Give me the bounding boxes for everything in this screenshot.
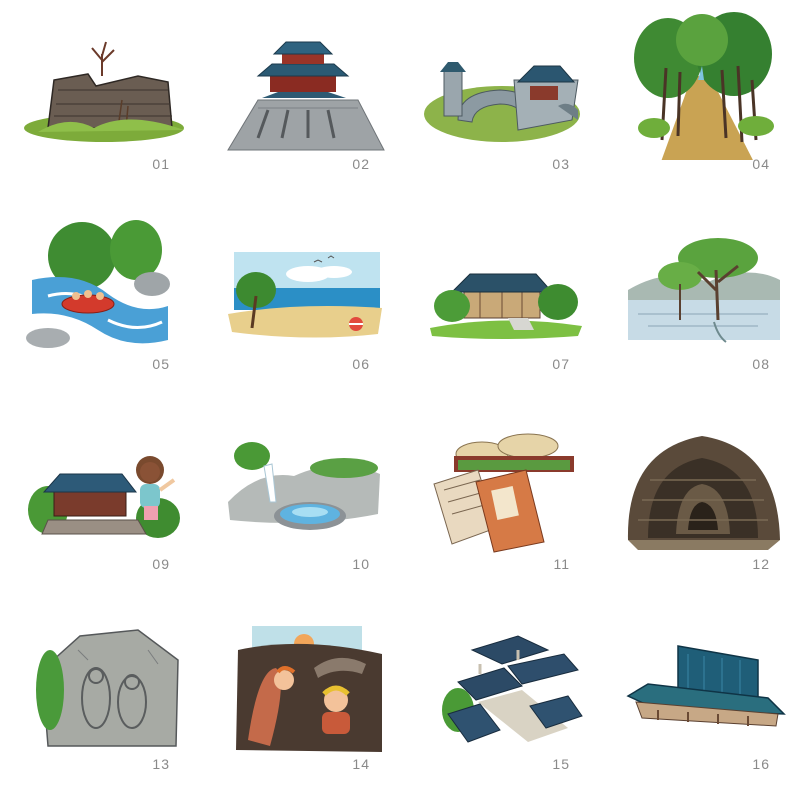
grid-item-16[interactable]: 16 [600,600,800,793]
grid-item-01[interactable]: 01 [0,0,200,193]
item-number: 02 [352,156,370,172]
illustration-grid: 01 02 [0,0,800,772]
item-number: 01 [152,156,170,172]
mudflat-play-icon [218,610,386,760]
forest-path-icon [618,10,786,160]
hanok-house-icon [418,210,586,360]
pond-waterfall-icon [218,410,386,560]
tunnel-icon [618,410,786,560]
grid-item-10[interactable]: 10 [200,400,400,593]
grid-item-14[interactable]: 14 [200,600,400,793]
grid-item-05[interactable]: 05 [0,200,200,393]
grid-item-02[interactable]: 02 [200,0,400,193]
fortress-ruin-icon [18,10,186,160]
item-number: 05 [152,356,170,372]
item-number: 11 [553,556,570,572]
grid-item-08[interactable]: 08 [600,200,800,393]
item-number: 03 [552,156,570,172]
grid-item-03[interactable]: 03 [400,0,600,193]
grid-item-13[interactable]: 13 [0,600,200,793]
village-rooftops-icon [418,610,586,760]
grid-item-12[interactable]: 12 [600,400,800,593]
item-number: 13 [152,756,170,772]
grid-item-04[interactable]: 04 [600,0,800,193]
item-number: 08 [752,356,770,372]
modern-building-icon [618,610,786,760]
item-number: 07 [552,356,570,372]
wetland-trees-icon [618,210,786,360]
old-books-icon [418,410,586,560]
grid-item-11[interactable]: 11 [400,400,600,593]
item-number: 12 [752,556,770,572]
grid-item-09[interactable]: 09 [0,400,200,593]
item-number: 15 [552,756,570,772]
pavilion-visitor-icon [18,410,186,560]
item-number: 16 [752,756,770,772]
item-number: 04 [752,156,770,172]
beach-icon [218,210,386,360]
river-rafting-icon [18,210,186,360]
fortress-wall-gate-icon [418,10,586,160]
rock-carving-icon [18,610,186,760]
item-number: 09 [152,556,170,572]
grid-item-06[interactable]: 06 [200,200,400,393]
grid-item-07[interactable]: 07 [400,200,600,393]
item-number: 06 [352,356,370,372]
grid-item-15[interactable]: 15 [400,600,600,793]
item-number: 14 [352,756,370,772]
item-number: 10 [352,556,370,572]
palace-hall-icon [218,10,386,160]
